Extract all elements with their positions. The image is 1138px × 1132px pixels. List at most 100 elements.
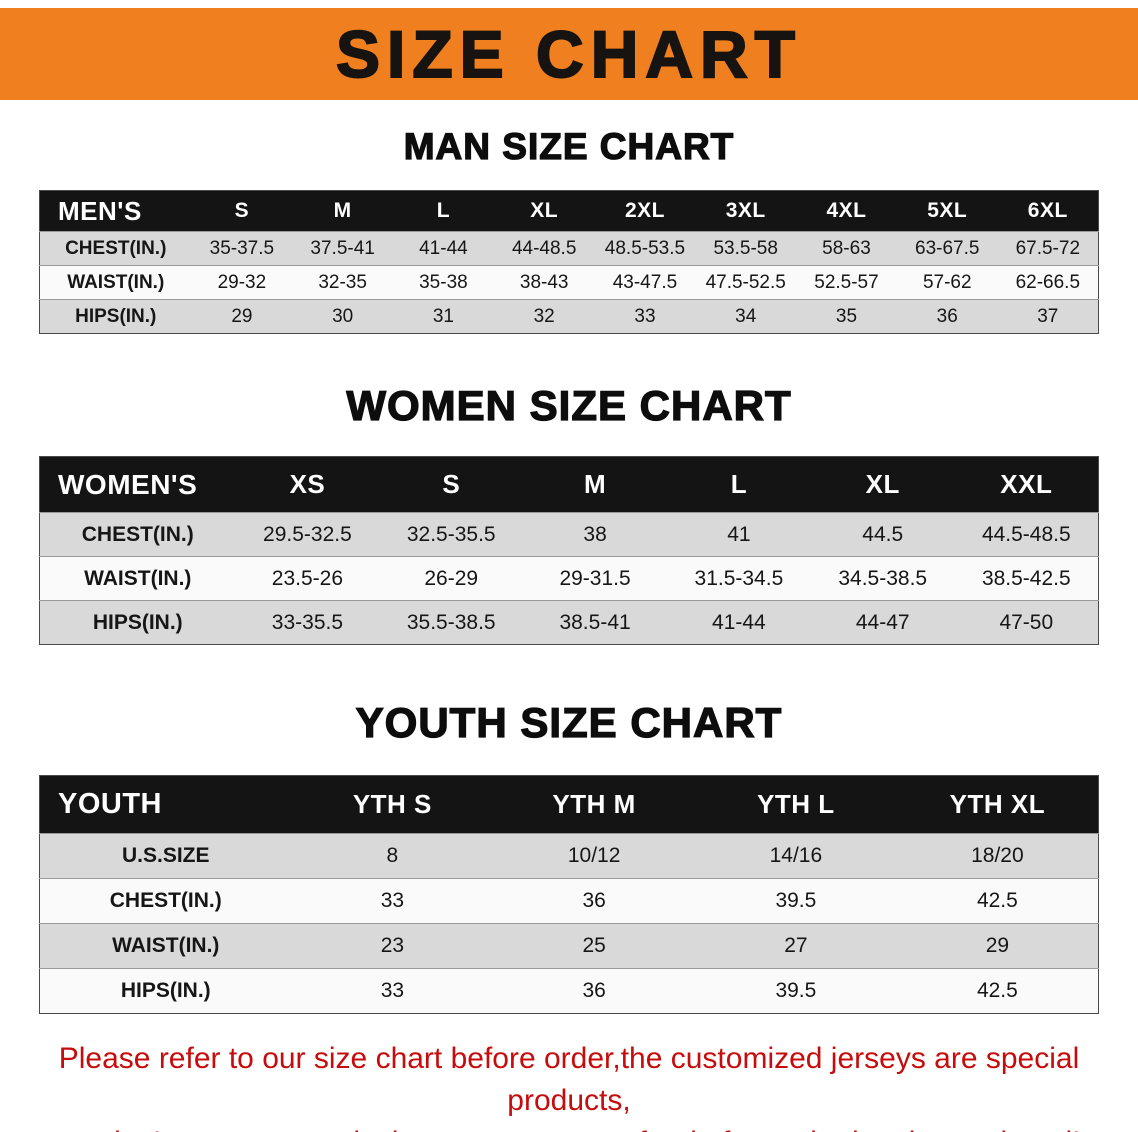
size-value-cell: 47-50 [954, 600, 1099, 645]
size-value-cell: 8 [291, 833, 494, 879]
size-column-header: 6XL [997, 190, 1099, 232]
size-value-cell: 32-35 [292, 265, 394, 300]
size-value-cell: 30 [292, 299, 394, 334]
size-column-header: 2XL [594, 190, 696, 232]
measurement-row: CHEST(IN.) 33 36 39.5 42.5 [39, 878, 1099, 924]
table-title-cell: MEN'S [39, 190, 192, 232]
row-label: HIPS(IN.) [39, 968, 292, 1014]
size-value-cell: 34 [695, 299, 797, 334]
youth-section-heading: YOUTH SIZE CHART [355, 698, 783, 746]
size-value-cell: 31 [393, 299, 494, 334]
size-column-header: S [379, 456, 524, 513]
row-label: CHEST(IN.) [39, 878, 292, 924]
size-value-cell: 33 [594, 299, 696, 334]
size-value-cell: 38 [523, 512, 667, 557]
size-value-cell: 63-67.5 [896, 231, 998, 266]
size-value-cell: 27 [695, 923, 897, 969]
size-value-cell: 29-31.5 [523, 556, 667, 601]
row-label: WAIST(IN.) [39, 265, 192, 300]
size-value-cell: 62-66.5 [997, 265, 1099, 300]
size-value-cell: 44.5 [810, 512, 955, 557]
size-value-cell: 58-63 [796, 231, 897, 266]
size-value-cell: 52.5-57 [796, 265, 897, 300]
size-value-cell: 42.5 [896, 878, 1099, 924]
size-value-cell: 48.5-53.5 [594, 231, 696, 266]
size-value-cell: 10/12 [493, 833, 695, 879]
section-women: WOMEN SIZE CHART WOMEN'S XS S M L XL XXL CHEST(… [0, 381, 1138, 645]
size-value-cell: 33-35.5 [235, 600, 380, 645]
size-column-header: 4XL [796, 190, 897, 232]
size-value-cell: 36 [493, 878, 695, 924]
size-value-cell: 41 [666, 512, 811, 557]
banner: SIZE CHART [0, 8, 1138, 100]
row-label: WAIST(IN.) [39, 923, 292, 969]
row-label: U.S.SIZE [39, 833, 292, 879]
size-value-cell: 32.5-35.5 [379, 512, 524, 557]
section-men: MAN SIZE CHART MEN'S S M L XL 2XL 3XL 4XL 5XL 6XL… [0, 125, 1138, 334]
row-label: WAIST(IN.) [39, 556, 236, 601]
row-label: HIPS(IN.) [39, 299, 192, 334]
size-column-header: L [666, 456, 811, 513]
size-value-cell: 41-44 [666, 600, 811, 645]
men-section-heading: MAN SIZE CHART [403, 125, 735, 167]
size-value-cell: 29.5-32.5 [235, 512, 380, 557]
size-value-cell: 35-37.5 [191, 231, 293, 266]
size-value-cell: 39.5 [695, 878, 897, 924]
measurement-row: HIPS(IN.) 33-35.5 35.5-38.5 38.5-41 41-44 44-… [39, 600, 1099, 645]
men-size-table: MEN'S S M L XL 2XL 3XL 4XL 5XL 6XL CHEST(IN.) 35-37… [39, 190, 1099, 334]
size-value-cell: 57-62 [896, 265, 998, 300]
women-section-heading: WOMEN SIZE CHART [346, 381, 792, 429]
size-column-header: 5XL [896, 190, 998, 232]
size-column-header: XL [810, 456, 955, 513]
size-column-header: M [523, 456, 667, 513]
size-value-cell: 34.5-38.5 [810, 556, 955, 601]
table-title-cell: WOMEN'S [39, 456, 236, 513]
size-value-cell: 41-44 [393, 231, 494, 266]
size-value-cell: 53.5-58 [695, 231, 797, 266]
size-value-cell: 26-29 [379, 556, 524, 601]
section-youth: YOUTH SIZE CHART YOUTH YTH S YTH M YTH L YTH… [0, 698, 1138, 1014]
table-header-row: WOMEN'S XS S M L XL XXL [39, 456, 1099, 513]
disclaimer-line-2: we don't accept cancel, change, teturn o… [0, 1122, 1138, 1132]
size-column-header: M [292, 190, 394, 232]
size-value-cell: 38-43 [493, 265, 595, 300]
size-value-cell: 33 [291, 968, 494, 1014]
measurement-row: U.S.SIZE 8 10/12 14/16 18/20 [39, 833, 1099, 879]
measurement-row: CHEST(IN.) 29.5-32.5 32.5-35.5 38 41 44.5 44.5… [39, 512, 1099, 557]
size-value-cell: 44-48.5 [493, 231, 595, 266]
measurement-row: WAIST(IN.) 23.5-26 26-29 29-31.5 31.5-34.5 34… [39, 556, 1099, 601]
measurement-row: WAIST(IN.) 23 25 27 29 [39, 923, 1099, 969]
size-value-cell: 35.5-38.5 [379, 600, 524, 645]
size-value-cell: 37 [997, 299, 1099, 334]
disclaimer: Please refer to our size chart before or… [0, 1038, 1138, 1132]
youth-size-table: YOUTH YTH S YTH M YTH L YTH XL U.S.SIZE 8 10/12… [39, 775, 1099, 1014]
size-column-header: YTH S [291, 775, 494, 834]
size-value-cell: 35-38 [393, 265, 494, 300]
size-value-cell: 38.5-41 [523, 600, 667, 645]
size-column-header: XL [493, 190, 595, 232]
size-value-cell: 29 [191, 299, 293, 334]
size-column-header: XXL [954, 456, 1099, 513]
row-label: CHEST(IN.) [39, 231, 192, 266]
size-value-cell: 31.5-34.5 [666, 556, 811, 601]
table-header-row: YOUTH YTH S YTH M YTH L YTH XL [39, 775, 1099, 834]
size-value-cell: 36 [493, 968, 695, 1014]
disclaimer-line-1: Please refer to our size chart before or… [58, 1042, 1080, 1117]
table-header-row: MEN'S S M L XL 2XL 3XL 4XL 5XL 6XL [39, 190, 1099, 232]
size-value-cell: 14/16 [695, 833, 897, 879]
size-value-cell: 39.5 [695, 968, 897, 1014]
size-value-cell: 42.5 [896, 968, 1099, 1014]
page-title: SIZE CHART [335, 17, 802, 91]
size-column-header: YTH XL [896, 775, 1099, 834]
measurement-row: CHEST(IN.) 35-37.5 37.5-41 41-44 44-48.5 48.5… [39, 231, 1099, 266]
size-value-cell: 33 [291, 878, 494, 924]
size-value-cell: 47.5-52.5 [695, 265, 797, 300]
size-value-cell: 37.5-41 [292, 231, 394, 266]
size-value-cell: 32 [493, 299, 595, 334]
size-value-cell: 29-32 [191, 265, 293, 300]
size-column-header: YTH M [493, 775, 695, 834]
measurement-row: HIPS(IN.) 33 36 39.5 42.5 [39, 968, 1099, 1014]
size-column-header: YTH L [695, 775, 897, 834]
size-value-cell: 25 [493, 923, 695, 969]
